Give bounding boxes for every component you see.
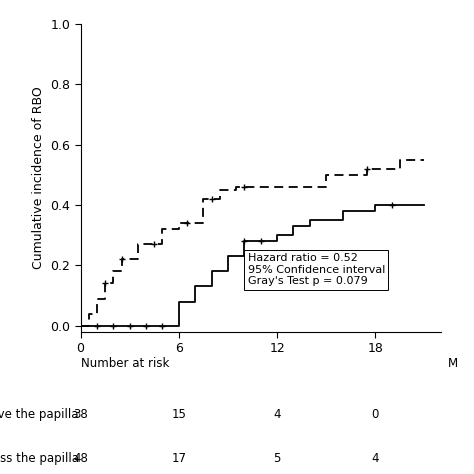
Y-axis label: Cumulative incidence of RBO: Cumulative incidence of RBO [32,86,45,269]
Text: 0: 0 [372,408,379,421]
Text: 15: 15 [172,408,186,421]
Text: Cross the papilla: Cross the papilla [0,452,79,465]
Text: Hazard ratio = 0.52
95% Confidence interval
Gray's Test p = 0.079: Hazard ratio = 0.52 95% Confidence inter… [247,253,385,286]
Text: Number at risk: Number at risk [81,357,169,370]
Text: 4: 4 [372,452,379,465]
Text: Above the papilla: Above the papilla [0,408,79,421]
Text: 4: 4 [273,408,281,421]
Text: 5: 5 [273,452,281,465]
Text: M: M [448,357,458,370]
Text: 38: 38 [73,408,88,421]
Text: 48: 48 [73,452,88,465]
Text: 17: 17 [171,452,186,465]
